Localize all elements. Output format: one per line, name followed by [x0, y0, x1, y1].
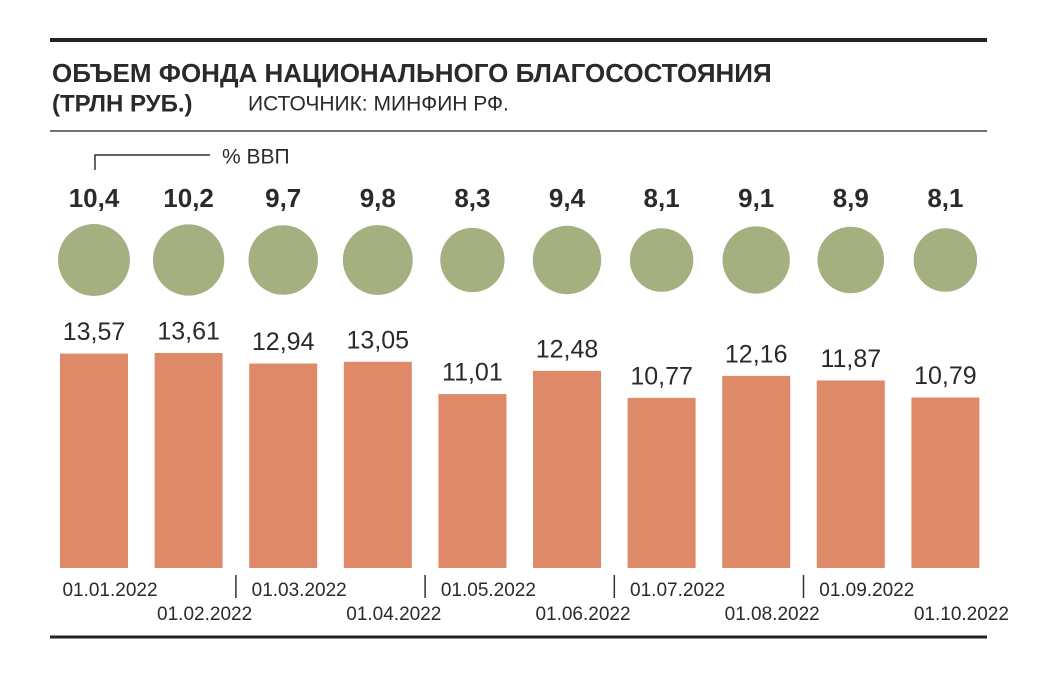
source: ИСТОЧНИК: МИНФИН РФ.	[248, 93, 509, 116]
x-tick-label: 01.03.2022	[252, 580, 347, 601]
gdp-circle	[58, 224, 130, 296]
bar	[533, 370, 601, 568]
gdp-circle	[342, 225, 413, 295]
gdp-circle	[817, 226, 885, 294]
bar-label: 13,57	[63, 318, 126, 346]
gdp-label: 8,1	[927, 183, 963, 213]
gdp-label: 8,9	[833, 183, 869, 213]
x-tick-label: 01.02.2022	[157, 604, 252, 625]
x-tick-label: 01.08.2022	[725, 604, 820, 625]
bar-label: 11,01	[442, 359, 503, 387]
gdp-circle	[629, 228, 694, 292]
x-tick-label: 01.05.2022	[441, 580, 536, 601]
bar-label: 12,94	[252, 328, 315, 356]
bar	[722, 375, 791, 568]
x-tick-label: 01.10.2022	[914, 604, 1009, 625]
gdp-label: 10,2	[163, 183, 214, 213]
gdp-circle	[913, 228, 978, 292]
bar-label: 12,48	[536, 335, 599, 363]
bar	[627, 397, 696, 568]
gdp-circle	[248, 225, 318, 295]
gdp-label: % ВВП	[222, 146, 290, 169]
gdp-label: 9,7	[265, 183, 301, 213]
x-tick-label: 01.09.2022	[819, 580, 914, 601]
x-tick-label: 01.04.2022	[346, 604, 441, 625]
bar	[60, 353, 128, 568]
gdp-circle	[152, 224, 225, 296]
gdp-circle	[722, 226, 790, 294]
gdp-label: 9,1	[738, 183, 774, 213]
bar-label: 10,77	[630, 362, 693, 390]
chart-title: ОБЪЕМ ФОНДА НАЦИОНАЛЬНОГО БЛАГОСОСТОЯНИЯ	[52, 58, 772, 88]
x-tick-label: 01.07.2022	[630, 580, 725, 601]
bar-label: 11,87	[820, 345, 881, 373]
x-tick-label: 01.06.2022	[535, 604, 630, 625]
bar	[438, 394, 507, 568]
bar	[816, 380, 885, 568]
gdp-label: 9,4	[549, 183, 586, 213]
gdp-label: 8,1	[644, 183, 680, 213]
gdp-label: 10,4	[69, 183, 120, 213]
bar-label: 10,79	[914, 362, 977, 390]
bar	[249, 363, 318, 568]
bracket	[94, 154, 210, 170]
gdp-circle	[532, 225, 602, 295]
bar-label: 12,16	[725, 340, 788, 368]
bar-label: 13,61	[157, 318, 220, 346]
bar	[911, 397, 980, 568]
gdp-label: 8,3	[454, 183, 490, 213]
gdp-circle	[440, 227, 505, 293]
unit: (ТРЛН РУБ.)	[52, 90, 193, 117]
x-tick-label: 01.01.2022	[62, 580, 157, 601]
bar	[343, 361, 412, 568]
gdp-label: 9,8	[360, 183, 396, 213]
bar	[154, 352, 223, 568]
bar-label: 13,05	[347, 326, 410, 354]
